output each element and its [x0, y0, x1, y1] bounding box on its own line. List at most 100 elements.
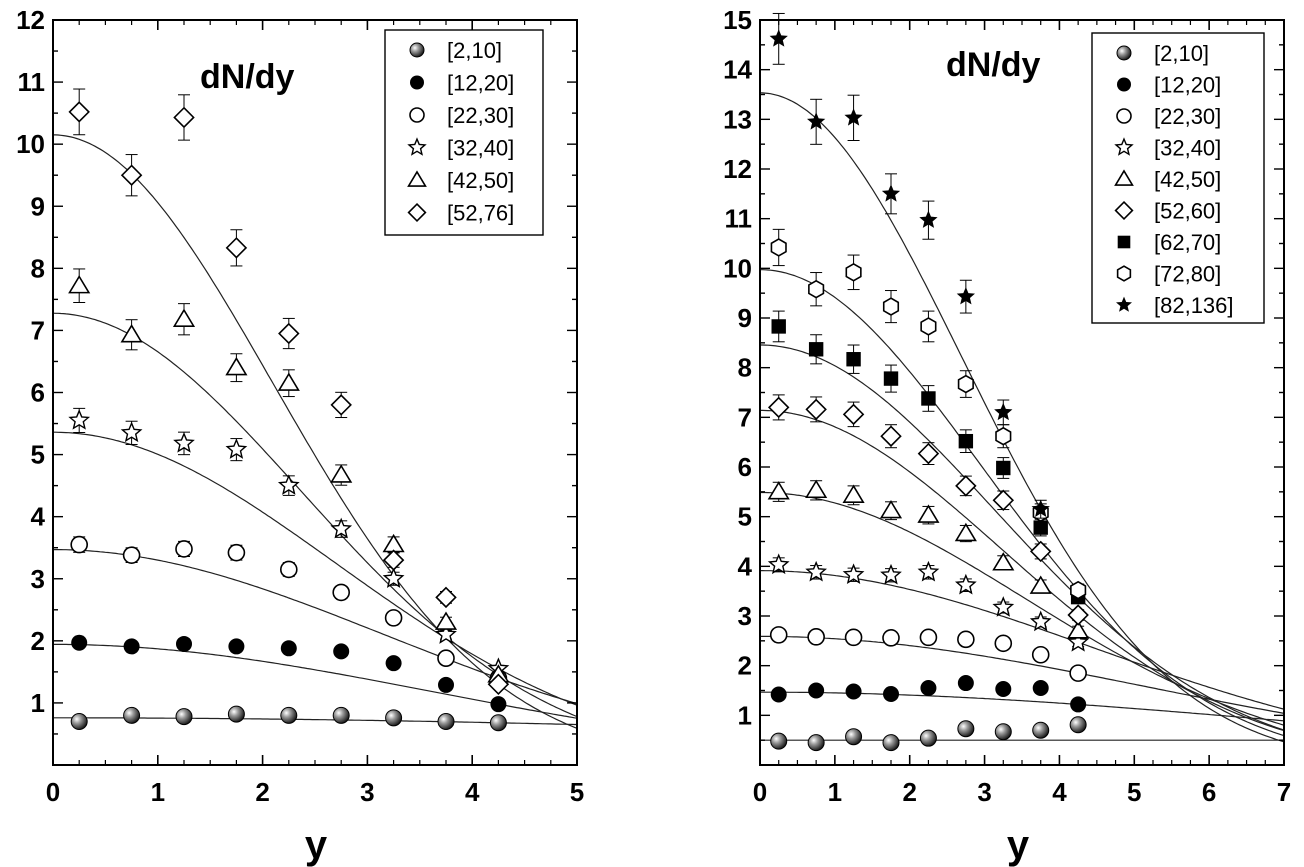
data-point	[770, 238, 787, 257]
data-point	[382, 549, 405, 571]
data-point	[994, 634, 1013, 653]
data-point	[438, 676, 454, 693]
data-point	[333, 643, 350, 660]
data-point	[957, 675, 974, 692]
data-point	[842, 563, 865, 585]
data-point	[70, 713, 88, 731]
legend-label: [52,76]	[447, 201, 514, 226]
data-point	[769, 626, 788, 644]
data-point	[176, 635, 192, 652]
data-point	[807, 628, 825, 646]
data-point	[123, 706, 141, 724]
x-tick-label: 6	[1202, 777, 1216, 807]
data-point	[384, 609, 403, 627]
data-point	[807, 112, 826, 130]
data-point	[1032, 680, 1049, 697]
data-point	[954, 522, 977, 542]
fit-curve	[760, 409, 1285, 732]
y-tick-label: 10	[723, 253, 752, 283]
data-point	[995, 681, 1012, 698]
y-tick-label: 11	[725, 204, 753, 234]
data-point	[808, 342, 824, 357]
data-point	[919, 729, 937, 747]
data-point	[437, 713, 455, 731]
x-axis-label: y	[1007, 823, 1030, 867]
y-tick-label: 7	[31, 315, 45, 345]
legend-marker	[409, 107, 425, 123]
data-point	[771, 319, 786, 334]
data-point	[805, 479, 828, 499]
data-point	[68, 101, 90, 123]
data-point	[919, 210, 938, 228]
data-point	[882, 734, 900, 752]
legend: [2,10] [12,20] [22,30] [32,40] [42,50] [52,60…	[1091, 32, 1265, 324]
data-point	[805, 398, 827, 421]
legend-label: [12,20]	[447, 71, 514, 96]
data-point	[382, 533, 405, 553]
y-tick-label: 9	[31, 191, 45, 221]
data-point	[805, 560, 828, 582]
legend-marker	[407, 170, 427, 187]
legend-marker	[1117, 235, 1131, 249]
data-point	[917, 442, 940, 465]
data-point	[1069, 716, 1087, 734]
data-point	[68, 274, 91, 294]
data-point	[1029, 575, 1052, 594]
y-tick-label: 10	[16, 129, 45, 159]
data-point	[122, 546, 141, 564]
data-point	[1070, 580, 1087, 600]
data-point	[279, 560, 298, 579]
y-tick-label: 6	[31, 378, 45, 408]
x-tick-label: 1	[828, 777, 842, 807]
data-point	[882, 629, 900, 647]
data-point	[489, 714, 507, 732]
data-point	[175, 708, 193, 726]
legend-label: [42,50]	[1154, 167, 1221, 192]
fit-curve	[53, 643, 578, 719]
data-point	[123, 638, 140, 655]
data-point	[228, 638, 245, 655]
fit-curve	[53, 717, 577, 726]
data-point	[280, 640, 297, 657]
data-point	[277, 372, 300, 391]
legend-label: [42,50]	[447, 168, 514, 193]
data-point	[1067, 630, 1090, 652]
y-tick-label: 2	[738, 651, 752, 681]
data-point	[330, 394, 352, 416]
data-point	[175, 540, 193, 558]
data-point	[435, 586, 457, 609]
data-point	[173, 106, 195, 129]
data-point	[881, 184, 901, 202]
data-point	[845, 262, 862, 282]
x-tick-label: 2	[902, 777, 916, 807]
data-point	[957, 720, 975, 738]
data-point	[957, 630, 975, 649]
x-tick-label: 3	[977, 777, 991, 807]
legend-marker	[409, 42, 425, 58]
y-tick-label: 4	[738, 551, 753, 581]
data-point	[920, 317, 937, 336]
data-point	[385, 655, 402, 672]
data-point	[1029, 540, 1052, 563]
data-point	[1031, 645, 1050, 664]
data-point	[120, 421, 143, 443]
data-point	[842, 403, 865, 426]
data-point	[1031, 499, 1050, 517]
data-point	[437, 649, 455, 668]
data-point	[846, 352, 861, 367]
x-axis-label: y	[305, 823, 328, 867]
y-tick-label: 12	[16, 5, 45, 35]
data-point	[1029, 610, 1052, 632]
y-tick-label: 1	[738, 700, 752, 730]
data-point	[994, 723, 1012, 741]
x-tick-label: 0	[46, 777, 60, 807]
legend-marker	[407, 137, 427, 156]
data-point	[1069, 664, 1087, 682]
data-point	[842, 484, 865, 504]
data-point	[770, 732, 788, 750]
fit-curve	[53, 431, 578, 706]
data-point	[278, 322, 300, 345]
